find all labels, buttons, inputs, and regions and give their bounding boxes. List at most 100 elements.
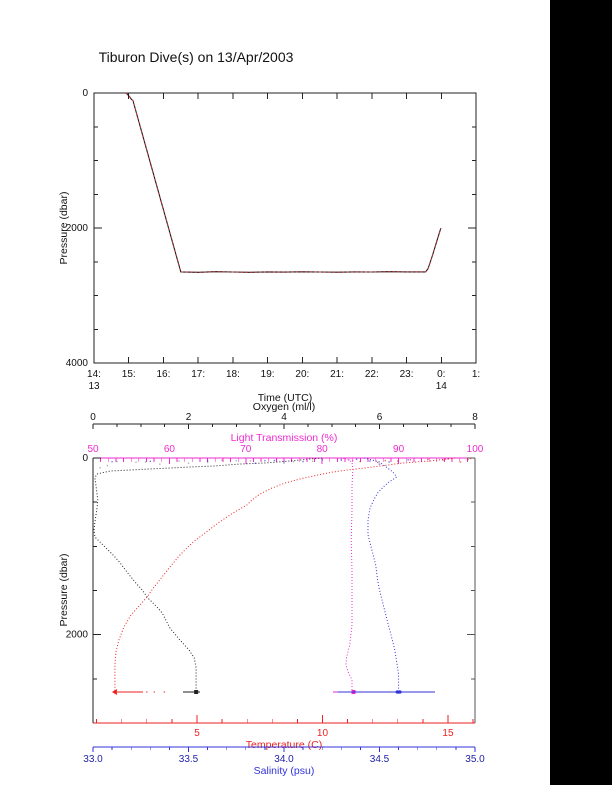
light-axis-tick-label: 60	[164, 444, 176, 455]
trace-light-transmission-profile	[344, 457, 354, 692]
noise-dot-temperature-profile	[447, 458, 449, 460]
noise-dot-salinity-profile	[340, 459, 342, 461]
light-axis-tick-label: 50	[87, 444, 99, 455]
x-axis-tick-label: 1:	[472, 369, 480, 380]
y-axis-title: Pressure (dbar)	[58, 192, 70, 265]
x-axis-day-label: 13	[88, 381, 100, 392]
trace-salinity-profile	[364, 457, 400, 692]
noise-dot-oxygen-profile	[311, 460, 314, 463]
pressure-axis-title: Pressure (dbar)	[58, 554, 70, 627]
noise-dot-oxygen-profile	[292, 461, 295, 463]
salinity-axis-tick-label: 34.5	[370, 754, 390, 765]
noise-dot-salinity-profile	[149, 460, 151, 463]
noise-dot-oxygen-profile	[264, 462, 266, 464]
oxygen-axis-tick-label: 4	[281, 412, 287, 423]
light-axis-tick-label: 80	[317, 444, 329, 455]
noise-dot-oxygen-profile	[116, 460, 118, 463]
oxygen-axis-tick-label: 2	[186, 412, 192, 423]
plot-frame	[93, 92, 477, 364]
light-axis-tick-label: 70	[240, 444, 252, 455]
trace-pressure-time-red	[125, 92, 442, 273]
noise-dot-salinity-profile	[206, 460, 209, 462]
noise-dot-oxygen-profile	[206, 461, 209, 464]
salinity-axis-tick-label: 33.0	[83, 754, 103, 765]
x-axis-title: Time (UTC)	[258, 392, 312, 404]
noise-dot-salinity-profile	[321, 459, 323, 461]
noise-dot-light-transmission-profile	[340, 458, 342, 460]
noise-dot-salinity-profile	[264, 459, 266, 462]
x-axis-tick-label: 18:	[226, 369, 240, 380]
noise-dot-salinity-profile	[302, 460, 304, 463]
noise-dot-temperature-profile	[377, 461, 379, 464]
pressure-axis-tick-label: 0	[82, 453, 88, 464]
noise-dot-salinity-profile	[273, 459, 276, 462]
temperature-axis-tick-label: 5	[194, 728, 200, 739]
noise-dot-salinity-profile	[388, 461, 390, 463]
noise-dot-salinity-profile	[254, 462, 257, 464]
noise-dot-salinity-profile	[283, 462, 285, 464]
marker-temperature-profile	[111, 688, 117, 695]
marker-salinity-profile	[395, 690, 402, 694]
bottom-dot-temperature-profile	[163, 691, 166, 693]
temperature-axis-tick-label: 15	[442, 728, 454, 739]
y-axis-tick-label: 4000	[66, 358, 89, 369]
noise-dot-salinity-profile	[111, 461, 113, 463]
noise-dot-light-transmission-profile	[348, 459, 350, 461]
noise-dot-temperature-profile	[467, 458, 469, 461]
x-axis-tick-label: 0:	[437, 369, 445, 380]
trace-pressure-time-black	[125, 92, 442, 273]
noise-dot-oxygen-profile	[178, 460, 180, 462]
x-axis-day-label: 14	[436, 381, 448, 392]
noise-dot-salinity-profile	[407, 459, 409, 461]
x-axis-tick-label: 17:	[191, 369, 205, 380]
temperature-axis-tick-label: 10	[317, 728, 329, 739]
noise-dot-salinity-profile	[355, 458, 358, 461]
light-axis-tick-label: 100	[467, 444, 484, 455]
x-axis-tick-label: 15:	[122, 369, 136, 380]
noise-dot-oxygen-profile	[249, 460, 252, 462]
noise-dot-oxygen-profile	[187, 462, 190, 464]
noise-dot-light-transmission-profile	[344, 457, 346, 460]
x-axis-tick-label: 19:	[261, 369, 275, 380]
noise-dot-oxygen-profile	[144, 461, 147, 463]
salinity-axis-tick-label: 33.5	[179, 754, 199, 765]
noise-dot-salinity-profile	[369, 460, 371, 462]
figure-header: Tiburon Dive(s) on 13/Apr/2003	[99, 49, 294, 65]
oxygen-axis-tick-label: 6	[377, 412, 383, 423]
x-axis-tick-label: 21:	[330, 369, 344, 380]
noise-dot-salinity-profile	[378, 463, 381, 465]
noise-dot-light-transmission-profile	[352, 459, 354, 462]
noise-dot-oxygen-profile	[235, 459, 237, 462]
trace-oxygen-profile	[93, 457, 323, 692]
noise-dot-oxygen-profile	[106, 464, 109, 467]
trace-temperature-profile	[114, 457, 456, 692]
light-axis-title: Light Transmission (%)	[231, 432, 338, 444]
right-black-stripe	[550, 0, 612, 785]
noise-dot-oxygen-profile	[135, 461, 137, 463]
x-axis-tick-label: 16:	[157, 369, 171, 380]
noise-dot-temperature-profile	[459, 461, 462, 463]
noise-dot-temperature-profile	[359, 460, 361, 463]
x-axis-tick-label: 20:	[295, 369, 309, 380]
salinity-axis-tick-label: 34.0	[274, 754, 294, 765]
marker-oxygen-profile	[194, 689, 199, 694]
noise-dot-temperature-profile	[427, 458, 429, 461]
noise-dot-temperature-profile	[469, 457, 472, 460]
oxygen-axis-tick-label: 0	[90, 412, 96, 423]
noise-dot-temperature-profile	[409, 459, 412, 461]
salinity-axis-title: Salinity (psu)	[254, 765, 315, 777]
noise-dot-temperature-profile	[397, 460, 399, 462]
time-pressure-plot: 14:13 15: 16: 17: 18: 19: 20: 21: 22: 23: 0:14 1: Ti…	[58, 88, 480, 404]
noise-dot-oxygen-profile	[99, 467, 101, 469]
noise-dot-oxygen-profile	[159, 463, 161, 465]
noise-dot-temperature-profile	[384, 459, 386, 462]
x-axis-tick-label: 23:	[400, 369, 414, 380]
y-axis-tick-label: 0	[82, 88, 88, 99]
light-axis-tick-label: 90	[393, 444, 405, 455]
oxygen-axis-title: Oxygen (ml/l)	[253, 401, 315, 413]
oxygen-axis-tick-label: 8	[472, 412, 478, 423]
pressure-axis-tick-label: 2000	[66, 630, 89, 641]
noise-dot-light-transmission-profile	[342, 457, 345, 459]
